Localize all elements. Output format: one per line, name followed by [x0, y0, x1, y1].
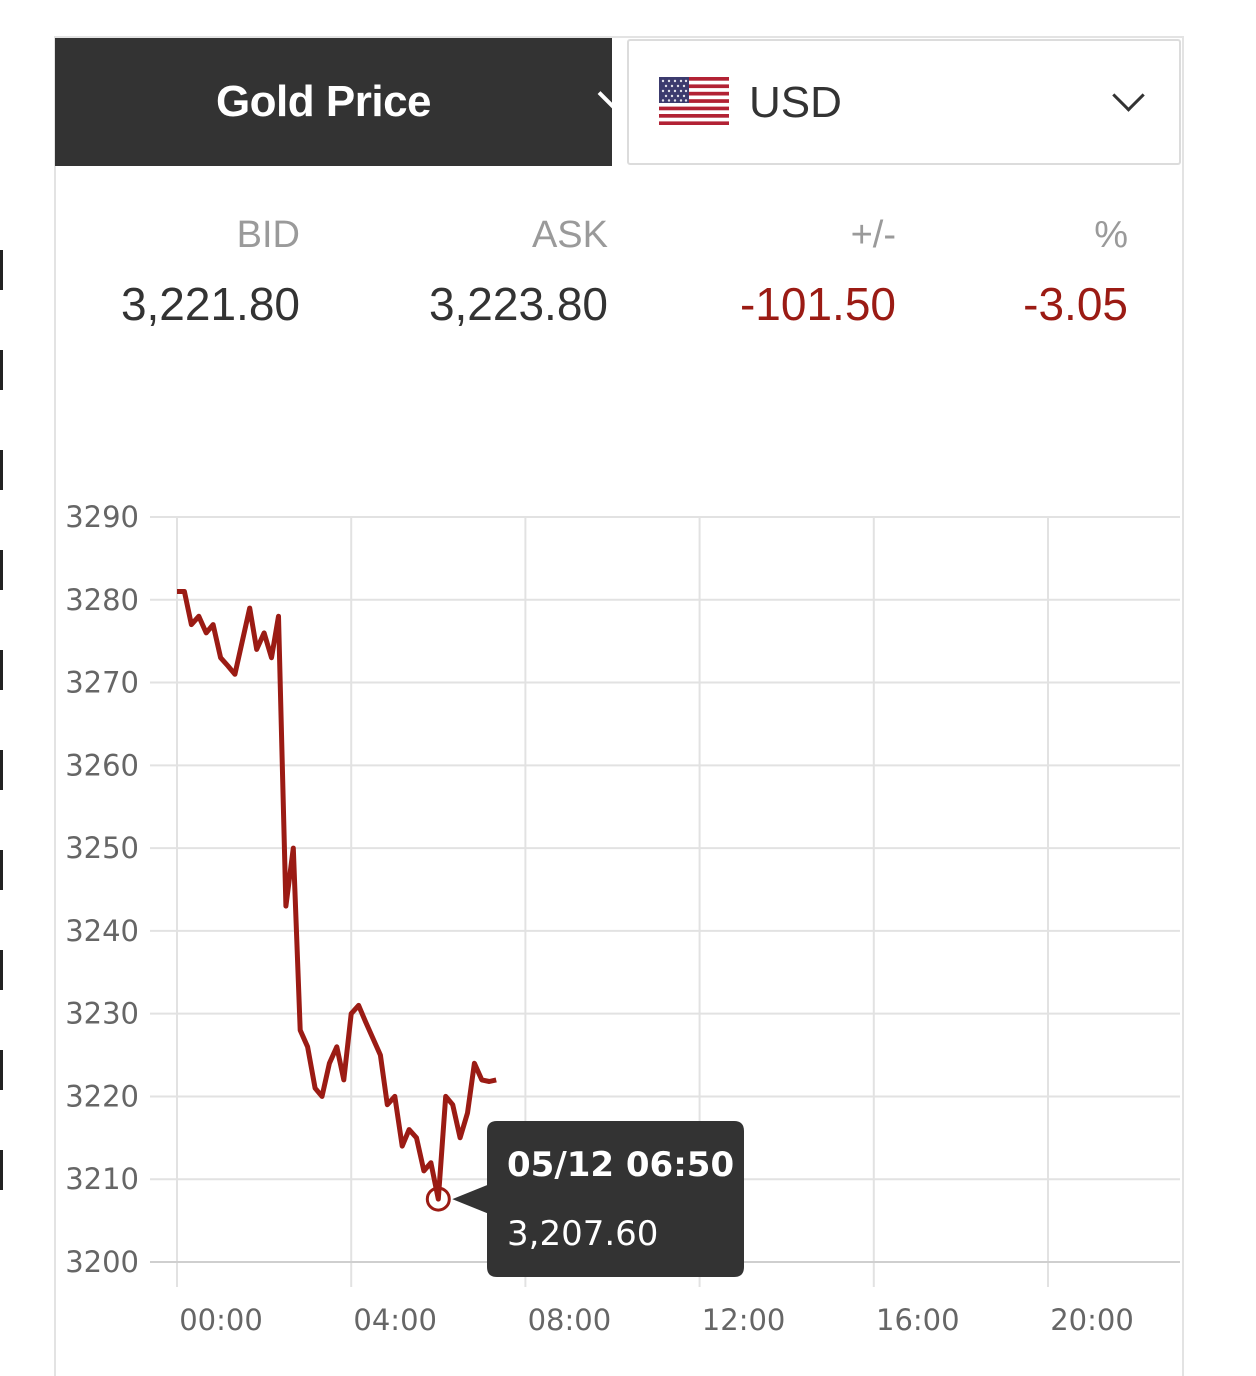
- y-tick-label: 3290: [65, 500, 139, 534]
- page-edge: [0, 250, 3, 1250]
- bid-value: 3,221.80: [120, 278, 300, 330]
- ask-quote: ASK 3,223.80: [429, 210, 608, 332]
- tooltip-value: 3,207.60: [507, 1214, 658, 1254]
- currency-selector-label: USD: [749, 78, 842, 127]
- change-quote: +/- -101.50: [740, 210, 896, 332]
- ask-label: ASK: [531, 214, 608, 256]
- price-series-line: [177, 589, 497, 1202]
- tooltip-box: [452, 1121, 744, 1277]
- percent-label: %: [1094, 214, 1128, 256]
- x-tick-label: 00:00: [179, 1303, 263, 1337]
- y-tick-label: 3280: [65, 583, 139, 617]
- x-tick-label: 04:00: [353, 1303, 437, 1337]
- us-flag-icon: [659, 77, 729, 125]
- bid-quote: BID 3,221.80: [121, 210, 300, 332]
- x-tick-label: 20:00: [1050, 1303, 1134, 1337]
- bid-label: BID: [236, 214, 300, 256]
- y-tick-label: 3240: [65, 914, 139, 948]
- y-tick-label: 3230: [65, 997, 139, 1031]
- x-tick-label: 12:00: [702, 1303, 786, 1337]
- y-tick-label: 3220: [65, 1079, 139, 1113]
- metal-selector[interactable]: Gold Price: [55, 38, 635, 166]
- x-tick-label: 16:00: [876, 1303, 960, 1337]
- metal-selector-label: Gold Price: [215, 77, 432, 126]
- ask-value: 3,223.80: [428, 278, 608, 330]
- percent-value: -3.05: [1023, 278, 1128, 330]
- y-tick-label: 3250: [65, 831, 139, 865]
- gold-price-widget: [54, 36, 1184, 1376]
- y-tick-label: 3260: [65, 748, 139, 782]
- x-tick-label: 08:00: [528, 1303, 612, 1337]
- currency-selector[interactable]: USD: [627, 39, 1181, 165]
- percent-quote: % -3.05: [1023, 210, 1128, 332]
- change-label: +/-: [850, 214, 896, 256]
- y-tick-label: 3210: [65, 1162, 139, 1196]
- change-value: -101.50: [739, 278, 896, 330]
- y-tick-label: 3270: [65, 666, 139, 700]
- y-tick-label: 3200: [65, 1245, 139, 1279]
- tooltip-date: 05/12 06:50: [507, 1145, 734, 1185]
- hover-marker: [425, 1186, 451, 1212]
